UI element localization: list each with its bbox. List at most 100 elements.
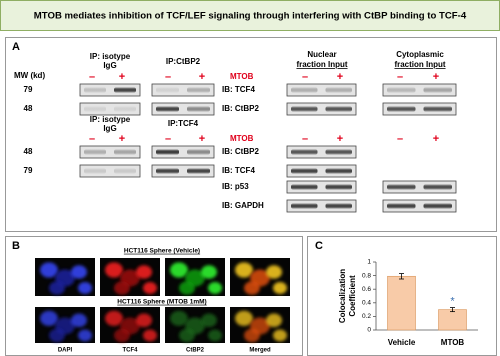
treatment-sign: + bbox=[199, 71, 205, 83]
blot-band bbox=[187, 106, 210, 112]
treatment-sign: + bbox=[337, 71, 343, 83]
cell bbox=[201, 265, 217, 279]
cell bbox=[78, 329, 92, 342]
cell bbox=[266, 313, 282, 328]
blot-band bbox=[325, 203, 352, 209]
ip-label: IgG bbox=[103, 124, 116, 133]
blot-band bbox=[291, 203, 318, 209]
cell bbox=[273, 282, 287, 294]
cell bbox=[208, 282, 222, 294]
blot-band bbox=[84, 149, 106, 155]
treatment-label: MTOB bbox=[230, 72, 254, 81]
ip-label: IP: isotype bbox=[90, 115, 131, 124]
blot bbox=[286, 102, 357, 116]
channel-label: TCF4 bbox=[123, 348, 139, 354]
y-tick-label: 0.8 bbox=[362, 272, 371, 279]
blot-band bbox=[114, 106, 136, 112]
blot-band bbox=[387, 87, 416, 93]
y-tick-label: 0.2 bbox=[362, 313, 371, 320]
ip-label: IgG bbox=[103, 61, 116, 70]
ib-label: IB: CtBP2 bbox=[222, 104, 259, 113]
y-tick-label: 0 bbox=[367, 327, 371, 334]
blot bbox=[79, 145, 141, 159]
blot-band bbox=[291, 149, 318, 155]
blots: – + – + – + – + – + – + – + – +79 IB: TCF4 48 IB: CtBP2 48 I… bbox=[24, 71, 457, 213]
cell bbox=[179, 281, 195, 295]
blot-band bbox=[325, 149, 352, 155]
ib-label: IB: TCF4 bbox=[222, 85, 255, 94]
cell bbox=[78, 282, 92, 294]
x-tick-label: MTOB bbox=[441, 338, 465, 347]
blot-band bbox=[187, 87, 210, 93]
treatment-sign: + bbox=[433, 133, 439, 145]
ib-label: IB: TCF4 bbox=[222, 166, 255, 175]
cell bbox=[105, 262, 123, 278]
blot-band bbox=[84, 87, 106, 93]
blot bbox=[382, 83, 457, 97]
mw-value: 48 bbox=[24, 104, 33, 113]
blot bbox=[382, 199, 457, 213]
input-label: fraction Input bbox=[394, 60, 445, 69]
blot-band bbox=[291, 106, 318, 112]
row-label: HCT116 Sphere (Vehicle) bbox=[124, 248, 200, 255]
ib-label: IB: CtBP2 bbox=[222, 147, 259, 156]
ib-label: IB: GAPDH bbox=[222, 201, 264, 210]
blot-band bbox=[156, 106, 179, 112]
blot bbox=[286, 180, 357, 194]
blot bbox=[286, 83, 357, 97]
blot bbox=[151, 145, 215, 159]
input-label: Cytoplasmic bbox=[396, 50, 444, 59]
cell bbox=[273, 329, 287, 342]
blot-band bbox=[291, 87, 318, 93]
y-axis-label: Colocalization bbox=[338, 269, 347, 323]
y-tick-label: 0.4 bbox=[362, 300, 371, 307]
mw-value: 48 bbox=[24, 147, 33, 156]
treatment-sign: – bbox=[165, 71, 171, 83]
ib-label: IB: p53 bbox=[222, 182, 249, 191]
blot-band bbox=[114, 87, 136, 93]
blot-band bbox=[325, 184, 352, 190]
ip-label: IP:TCF4 bbox=[168, 119, 199, 128]
treatment-sign: + bbox=[337, 133, 343, 145]
blot-band bbox=[84, 106, 106, 112]
cell bbox=[244, 328, 260, 343]
blot bbox=[286, 199, 357, 213]
cell bbox=[114, 281, 130, 295]
ip-label: IP:CtBP2 bbox=[166, 57, 201, 66]
y-tick-label: 0.6 bbox=[362, 286, 371, 293]
channel-label: CtBP2 bbox=[186, 348, 205, 354]
mw-value: 79 bbox=[24, 166, 33, 175]
treatment-sign: – bbox=[302, 71, 308, 83]
blot-band bbox=[423, 203, 452, 209]
y-tick-label: 1 bbox=[367, 259, 371, 266]
blot bbox=[151, 102, 215, 116]
panel-a-box bbox=[5, 37, 497, 232]
y-axis-label: Coefficient bbox=[348, 275, 357, 317]
ip-label: IP: isotype bbox=[90, 52, 131, 61]
treatment-sign: + bbox=[119, 71, 125, 83]
cell bbox=[40, 262, 58, 278]
blot bbox=[286, 164, 357, 178]
bar bbox=[438, 309, 467, 331]
cell bbox=[71, 265, 87, 279]
micrographs: DAPI TCF4 CtBP2 Merged bbox=[35, 258, 290, 354]
figure-title: MTOB mediates inhibition of TCF/LEF sign… bbox=[34, 11, 467, 22]
treatment-sign: – bbox=[302, 133, 308, 145]
panel-label: C bbox=[315, 240, 323, 252]
blot-band bbox=[423, 87, 452, 93]
cell bbox=[49, 328, 65, 343]
cell bbox=[201, 313, 217, 328]
blot-band bbox=[187, 149, 210, 155]
blot-band bbox=[387, 184, 416, 190]
bar-chart: 0 0.2 0.4 0.6 0.8 1 Colocalization Coefficient V… bbox=[338, 259, 478, 347]
treatment-sign: – bbox=[89, 133, 95, 145]
cell bbox=[143, 329, 157, 342]
cell bbox=[71, 313, 87, 328]
treatment-sign: + bbox=[199, 133, 205, 145]
significance-marker: * bbox=[450, 295, 455, 307]
panel-label: A bbox=[12, 41, 20, 53]
blot-band bbox=[325, 87, 352, 93]
cell bbox=[136, 265, 152, 279]
blot bbox=[79, 164, 141, 178]
